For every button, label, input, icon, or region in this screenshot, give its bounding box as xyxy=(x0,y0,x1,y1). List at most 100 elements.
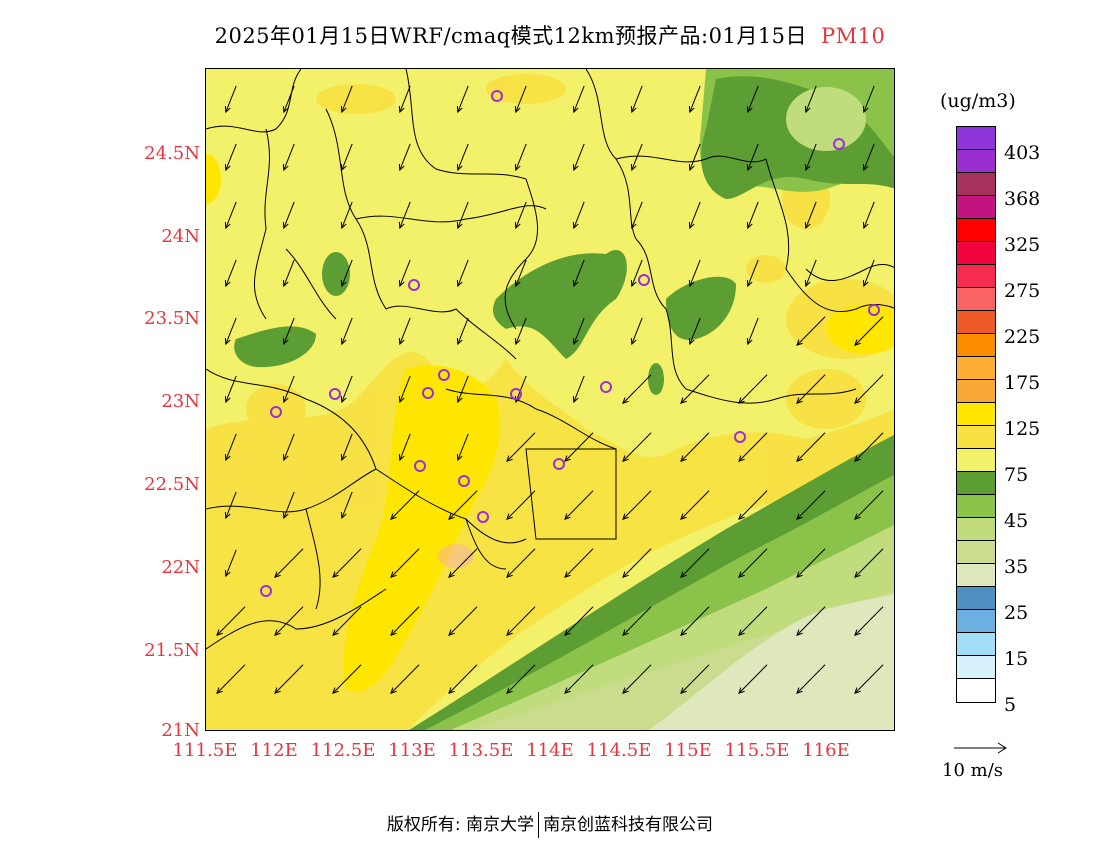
wind-vector xyxy=(282,375,295,404)
x-label-113e: 113E xyxy=(388,740,436,761)
wind-vector xyxy=(398,259,411,288)
monitoring-station-icon xyxy=(491,90,503,102)
wind-reference-label: 10 m/s xyxy=(942,760,1003,781)
wind-vector xyxy=(680,432,710,463)
colorbar-swatch xyxy=(957,518,995,541)
monitoring-station-icon xyxy=(329,388,341,400)
wind-vector xyxy=(862,201,875,230)
wind-vector xyxy=(448,664,478,695)
wind-vector xyxy=(390,548,420,579)
wind-vector xyxy=(448,548,478,579)
wind-vector xyxy=(796,316,826,347)
x-label-113-5e: 113.5E xyxy=(448,740,514,761)
wind-vector xyxy=(854,374,884,405)
wind-vector xyxy=(854,606,884,637)
title-pollutant: PM10 xyxy=(821,24,886,48)
wind-vector xyxy=(506,548,536,579)
wind-vector xyxy=(456,375,469,404)
wind-vector xyxy=(680,374,710,405)
wind-vector xyxy=(622,606,652,637)
x-label-114e: 114E xyxy=(526,740,574,761)
wind-vector xyxy=(282,259,295,288)
wind-vector xyxy=(738,432,768,463)
wind-vector xyxy=(572,143,585,172)
colorbar-label: 403 xyxy=(1004,142,1041,164)
wind-vector xyxy=(282,433,295,462)
wind-vector xyxy=(630,259,643,288)
wind-vector xyxy=(340,201,353,230)
wind-vector xyxy=(282,491,295,520)
colorbar-swatch xyxy=(957,196,995,219)
wind-vector xyxy=(282,85,295,114)
wind-vector xyxy=(514,201,527,230)
wind-vector xyxy=(224,143,237,172)
wind-vector xyxy=(398,433,411,462)
wind-vector xyxy=(564,490,594,521)
wind-vector xyxy=(796,490,826,521)
wind-vector xyxy=(622,374,652,405)
y-label-24n: 24N xyxy=(161,226,200,247)
monitoring-station-icon xyxy=(270,406,282,418)
wind-vector xyxy=(398,317,411,346)
wind-vector xyxy=(398,375,411,404)
wind-vector xyxy=(224,201,237,230)
wind-vector xyxy=(332,606,362,637)
colorbar-swatch xyxy=(957,288,995,311)
colorbar-label: 15 xyxy=(1004,648,1029,670)
colorbar-label: 45 xyxy=(1004,510,1029,532)
wind-vector xyxy=(854,316,884,347)
wind-vector xyxy=(514,85,527,114)
x-label-116e: 116E xyxy=(802,740,850,761)
monitoring-station-icon xyxy=(438,369,450,381)
wind-vector xyxy=(274,664,304,695)
colorbar-swatch xyxy=(957,633,995,656)
colorbar-swatch xyxy=(957,449,995,472)
colorbar-swatch xyxy=(957,472,995,495)
x-label-112e: 112E xyxy=(250,740,298,761)
wind-vector xyxy=(688,317,701,346)
wind-vector xyxy=(506,432,536,463)
colorbar-swatch xyxy=(957,173,995,196)
wind-vector xyxy=(506,490,536,521)
wind-vector xyxy=(738,548,768,579)
wind-vector xyxy=(224,85,237,114)
colorbar-swatch xyxy=(957,426,995,449)
wind-vector xyxy=(514,259,527,288)
colorbar-swatch xyxy=(957,127,995,150)
wind-vector xyxy=(398,85,411,114)
wind-vector xyxy=(630,143,643,172)
wind-vector xyxy=(506,664,536,695)
wind-vector xyxy=(862,85,875,114)
wind-vector xyxy=(804,259,817,288)
colorbar-label: 368 xyxy=(1004,188,1041,210)
wind-vector xyxy=(564,606,594,637)
wind-vector xyxy=(622,548,652,579)
monitoring-station-icon xyxy=(833,138,845,150)
wind-vector xyxy=(796,548,826,579)
colorbar-label: 75 xyxy=(1004,464,1029,486)
colorbar-swatch xyxy=(957,541,995,564)
colorbar-swatch xyxy=(957,679,995,702)
colorbar-swatch xyxy=(957,380,995,403)
wind-vector xyxy=(572,375,585,404)
monitoring-station-icon xyxy=(510,388,522,400)
wind-vector xyxy=(738,664,768,695)
wind-vector xyxy=(390,606,420,637)
y-label-21-5n: 21.5N xyxy=(144,640,200,661)
wind-vector xyxy=(506,606,536,637)
wind-vector xyxy=(564,664,594,695)
wind-vector xyxy=(796,606,826,637)
monitoring-station-icon xyxy=(734,431,746,443)
wind-vector xyxy=(572,317,585,346)
wind-vector xyxy=(804,201,817,230)
monitoring-station-icon xyxy=(600,381,612,393)
wind-vector xyxy=(746,259,759,288)
monitoring-station-icon xyxy=(422,387,434,399)
wind-vector xyxy=(340,375,353,404)
wind-vector xyxy=(680,664,710,695)
wind-vector xyxy=(680,490,710,521)
wind-vector xyxy=(398,143,411,172)
wind-vector xyxy=(224,491,237,520)
monitoring-station-icon xyxy=(868,304,880,316)
wind-vector xyxy=(398,201,411,230)
